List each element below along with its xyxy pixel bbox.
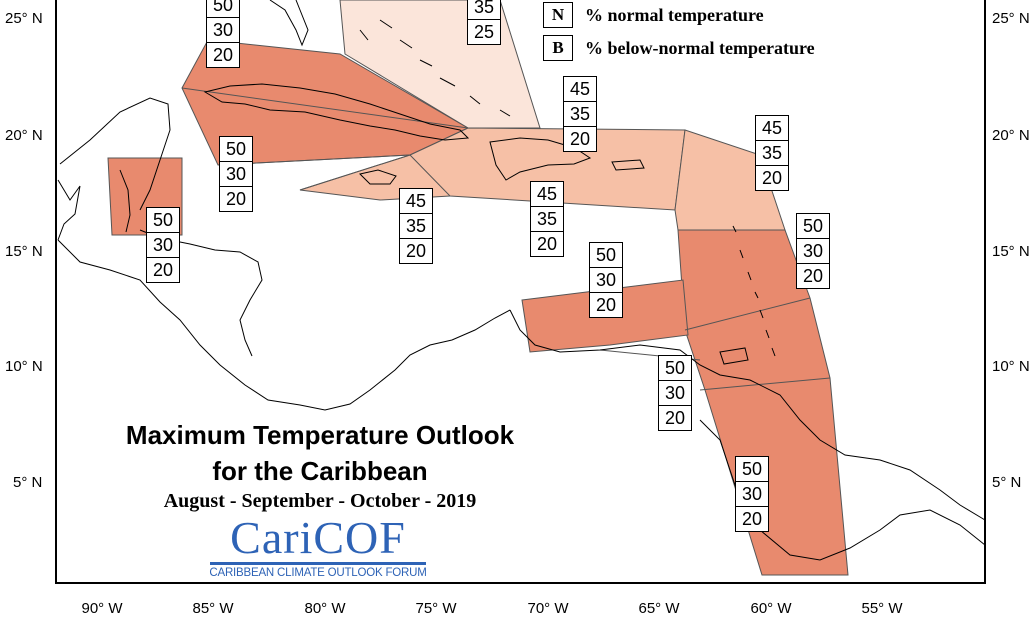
- lon-label: 60° W: [750, 600, 792, 617]
- coast-cuba: [203, 83, 470, 141]
- lon-label: 70° W: [527, 600, 569, 617]
- caricof-logo: CariCOF CARIBBEAN CLIMATE OUTLOOK FORUM: [202, 512, 434, 580]
- coast-central-america: [57, 239, 511, 411]
- legend-key: N: [543, 2, 573, 28]
- prob-box-guianas: 50 30 20: [735, 456, 769, 532]
- prob-below: 20: [590, 292, 622, 317]
- prob-above: 50: [225, 139, 247, 159]
- prob-below: 20: [797, 263, 829, 288]
- prob-normal: 35: [756, 140, 788, 165]
- map-title-line-2: for the Caribbean: [212, 456, 428, 486]
- legend-row-normal: N % normal temperature: [543, 2, 764, 28]
- prob-normal: 30: [590, 267, 622, 292]
- lon-label: 85° W: [192, 600, 234, 617]
- prob-above: 50: [152, 210, 174, 230]
- lat-label: 15° N: [992, 243, 1030, 260]
- coast-bahamas: [359, 19, 511, 117]
- coast-belize: [119, 169, 131, 233]
- prob-normal: 30: [736, 481, 768, 506]
- lat-label: 15° N: [5, 243, 43, 260]
- prob-box-bahamas: 35 25: [467, 0, 501, 45]
- prob-box-nw-bahamas: 50 30 20: [206, 0, 240, 68]
- lat-label: 25° N: [5, 10, 43, 27]
- coast-south-america: [509, 309, 986, 521]
- prob-below: 20: [147, 257, 179, 282]
- prob-above: 45: [761, 118, 783, 138]
- lat-label: 25° N: [992, 10, 1030, 27]
- prob-box-puerto-rico: 45 35 20: [563, 76, 597, 152]
- prob-box-trinidad: 50 30 20: [658, 355, 692, 431]
- map-title-line-1: Maximum Temperature Outlook: [125, 420, 515, 450]
- prob-normal: 35: [400, 213, 432, 238]
- region-lesser-antilles: [677, 229, 849, 576]
- prob-below: 25: [468, 19, 500, 44]
- lat-label: 20° N: [992, 127, 1030, 144]
- prob-below: 20: [207, 42, 239, 67]
- lon-label: 90° W: [81, 600, 123, 617]
- prob-normal: 35: [531, 206, 563, 231]
- lat-label: 5° N: [13, 474, 43, 491]
- coast-central-america-north: [139, 229, 263, 357]
- legend-key: B: [543, 35, 573, 61]
- prob-below: 20: [564, 126, 596, 151]
- prob-below: 20: [659, 405, 691, 430]
- prob-normal: 35: [473, 0, 495, 17]
- prob-below: 20: [220, 186, 252, 211]
- lat-label: 20° N: [5, 127, 43, 144]
- prob-box-lesser-antilles: 50 30 20: [796, 213, 830, 289]
- map-frame: [55, 0, 986, 584]
- coast-hispaniola: [489, 137, 592, 181]
- lon-label: 55° W: [861, 600, 903, 617]
- logo-wordmark: CariCOF: [230, 512, 406, 563]
- lat-label: 5° N: [992, 474, 1022, 491]
- lon-label: 80° W: [304, 600, 346, 617]
- prob-below: 20: [400, 238, 432, 263]
- prob-above: 50: [212, 0, 234, 15]
- legend-text: % below-normal temperature: [585, 37, 815, 58]
- prob-box-jamaica: 45 35 20: [399, 188, 433, 264]
- prob-below: 20: [531, 231, 563, 256]
- prob-normal: 35: [564, 101, 596, 126]
- legend-row-below: B % below-normal temperature: [543, 35, 815, 61]
- prob-normal: 30: [207, 17, 239, 42]
- prob-normal: 30: [659, 380, 691, 405]
- prob-normal: 30: [147, 232, 179, 257]
- lat-label: 10° N: [5, 358, 43, 375]
- prob-above: 50: [595, 245, 617, 265]
- coast-jamaica: [359, 169, 397, 185]
- prob-above: 50: [741, 459, 763, 479]
- coast-lesser-antilles: [732, 225, 776, 357]
- prob-box-hispaniola: 45 35 20: [530, 181, 564, 257]
- prob-above: 50: [664, 358, 686, 378]
- prob-normal: 30: [220, 161, 252, 186]
- prob-below: 20: [756, 165, 788, 190]
- lon-label: 75° W: [415, 600, 457, 617]
- coast-puerto-rico: [611, 159, 645, 171]
- coast-florida: [269, 0, 309, 47]
- legend-text: % normal temperature: [585, 4, 764, 25]
- logo-underline: [210, 562, 426, 565]
- coast-yucatan-west: [57, 179, 81, 241]
- prob-box-cuba: 50 30 20: [219, 136, 253, 212]
- prob-above: 45: [569, 79, 591, 99]
- forecast-period: August - September - October - 2019: [163, 490, 477, 512]
- lon-label: 65° W: [638, 600, 680, 617]
- prob-above: 50: [802, 216, 824, 236]
- prob-box-abc-islands: 50 30 20: [589, 242, 623, 318]
- prob-box-belize: 50 30 20: [146, 207, 180, 283]
- prob-above: 45: [536, 184, 558, 204]
- coast-trinidad: [719, 347, 749, 365]
- coastlines: [57, 0, 986, 561]
- logo-caption: CARIBBEAN CLIMATE OUTLOOK FORUM: [209, 567, 427, 579]
- prob-normal: 30: [797, 238, 829, 263]
- prob-box-north-leewards: 45 35 20: [755, 115, 789, 191]
- prob-above: 45: [405, 191, 427, 211]
- lat-label: 10° N: [992, 358, 1030, 375]
- coast-guianas-inland: [699, 419, 986, 561]
- prob-below: 20: [736, 506, 768, 531]
- coast-yucatan: [59, 97, 171, 211]
